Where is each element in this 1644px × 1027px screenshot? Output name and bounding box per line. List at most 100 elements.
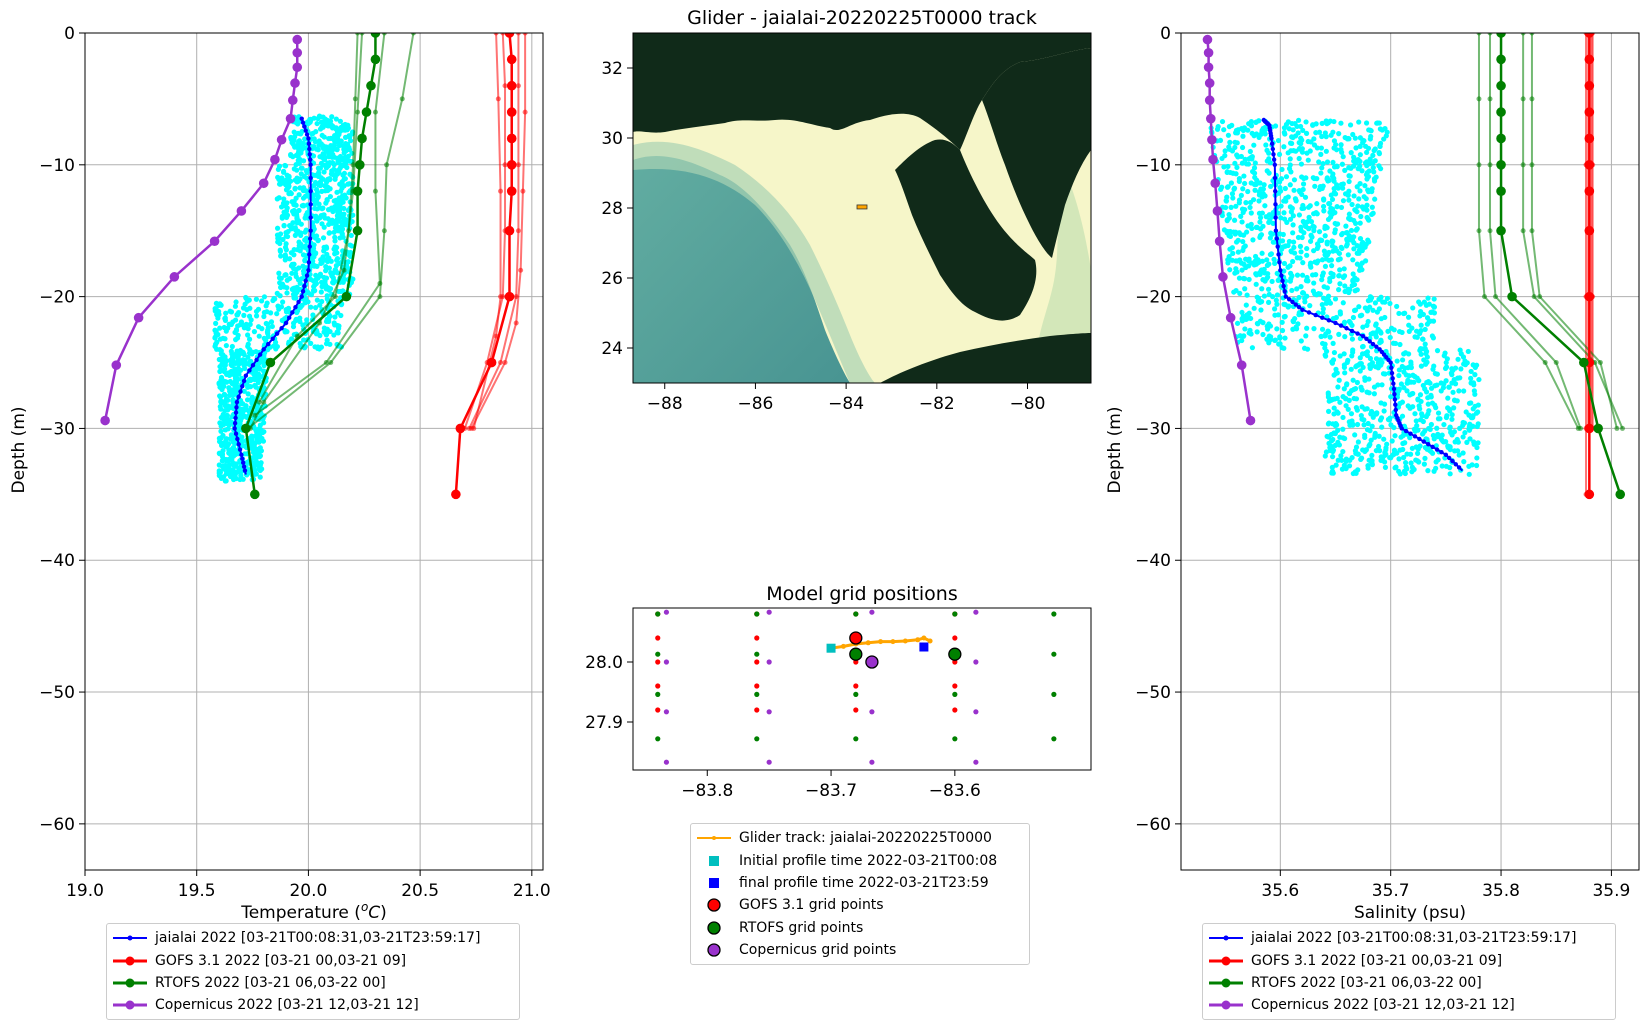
salt-glider-scatter-point bbox=[1421, 299, 1427, 305]
salt-glider-scatter-point bbox=[1233, 266, 1239, 272]
salt-glider-scatter-point bbox=[1353, 386, 1359, 392]
salt-glider-scatter-point bbox=[1291, 177, 1298, 183]
salt-glider-scatter-point bbox=[1363, 447, 1369, 453]
temp-glider-scatter-point bbox=[282, 163, 289, 169]
salt-glider-scatter-point bbox=[1291, 250, 1298, 256]
salt-glider-scatter-point bbox=[1354, 379, 1360, 386]
salt-glider-scatter-point bbox=[1316, 186, 1323, 193]
salt-glider-scatter-point bbox=[1364, 427, 1371, 433]
temp-series-point bbox=[241, 378, 247, 384]
temp-ensemble-point bbox=[372, 188, 378, 194]
temp-glider-scatter-point bbox=[214, 339, 220, 345]
salt-glider-scatter-point bbox=[1365, 465, 1371, 471]
salt-glider-scatter-point bbox=[1240, 247, 1246, 253]
temp-glider-scatter-point bbox=[335, 330, 341, 336]
salt-glider-scatter-point bbox=[1219, 118, 1226, 125]
salt-glider-scatter-point bbox=[1416, 459, 1422, 465]
salt-glider-scatter-point bbox=[1266, 333, 1272, 339]
salt-ensemble-line bbox=[1522, 33, 1624, 429]
salt-glider-scatter-point bbox=[1470, 423, 1476, 429]
salt-glider-scatter-point bbox=[1405, 314, 1412, 320]
salt-series-point bbox=[1300, 307, 1305, 313]
salt-glider-scatter-point bbox=[1306, 225, 1312, 232]
salt-series-point bbox=[1273, 188, 1278, 194]
salt-glider-scatter-point bbox=[1466, 400, 1473, 406]
legend-line-icon-blue bbox=[1209, 935, 1243, 941]
salt-glider-scatter-point bbox=[1324, 175, 1330, 181]
salt-glider-scatter-point bbox=[1412, 411, 1418, 417]
salt-glider-scatter-point bbox=[1260, 320, 1266, 326]
temp-glider-scatter-point bbox=[213, 320, 219, 326]
salt-glider-scatter-point bbox=[1301, 220, 1307, 226]
salt-glider-scatter-point bbox=[1461, 361, 1467, 367]
salt-glider-scatter-point bbox=[1407, 435, 1413, 441]
temp-series-point bbox=[306, 136, 311, 141]
salt-glider-scatter-point bbox=[1451, 405, 1457, 411]
salt-glider-scatter-point bbox=[1391, 424, 1397, 431]
salt-glider-scatter-point bbox=[1304, 245, 1310, 252]
salt-ensemble-point bbox=[1487, 33, 1493, 36]
temp-glider-scatter-point bbox=[245, 384, 251, 390]
salt-glider-scatter-point bbox=[1246, 310, 1252, 316]
salt-series-point bbox=[1218, 272, 1228, 282]
salt-xtick-label: 35.7 bbox=[1372, 881, 1410, 901]
temp-glider-scatter-point bbox=[256, 439, 262, 445]
salt-glider-scatter-point bbox=[1296, 294, 1302, 301]
salt-glider-scatter-point bbox=[1382, 464, 1389, 470]
temp-glider-scatter-point bbox=[311, 242, 317, 248]
temp-series-point bbox=[308, 157, 313, 162]
temp-glider-scatter-point bbox=[316, 201, 322, 207]
legend-label: Glider track: jaialai-20220225T0000 bbox=[739, 830, 992, 847]
temp-glider-scatter-point bbox=[221, 391, 227, 397]
grid-model-point bbox=[952, 736, 958, 742]
salt-glider-scatter-point bbox=[1360, 137, 1366, 143]
temp-glider-scatter-point bbox=[347, 242, 353, 248]
salt-series-point bbox=[1367, 339, 1372, 344]
salt-glider-scatter-point bbox=[1341, 386, 1347, 392]
temp-glider-scatter-point bbox=[251, 425, 258, 431]
right-legend-item-rtofs: RTOFS 2022 [03-21 06,03-22 00] bbox=[1209, 972, 1609, 994]
temp-glider-scatter-point bbox=[312, 305, 319, 311]
temp-series-point bbox=[235, 436, 240, 442]
temp-glider-scatter-point bbox=[326, 135, 332, 142]
salt-glider-scatter-point bbox=[1365, 216, 1371, 222]
salt-glider-scatter-point bbox=[1256, 198, 1262, 204]
salt-glider-scatter-point bbox=[1322, 341, 1328, 347]
temp-glider-scatter-point bbox=[314, 120, 320, 127]
temp-glider-scatter-point bbox=[328, 270, 334, 276]
temp-glider-scatter-point bbox=[312, 205, 318, 212]
grid-model-point bbox=[663, 709, 670, 715]
temp-ensemble-point bbox=[522, 33, 528, 36]
salt-glider-scatter-point bbox=[1365, 187, 1371, 193]
salt-glider-scatter-point bbox=[1364, 159, 1370, 165]
temp-xtick-label: 19.0 bbox=[66, 881, 104, 901]
temp-glider-scatter-point bbox=[334, 147, 340, 153]
grid-model-point bbox=[1051, 651, 1057, 657]
temp-glider-scatter-point bbox=[289, 270, 295, 276]
temp-glider-scatter-point bbox=[232, 375, 239, 381]
salt-glider-scatter-point bbox=[1416, 299, 1422, 305]
temp-glider-scatter-point bbox=[347, 138, 354, 144]
salt-glider-scatter-point bbox=[1378, 316, 1384, 322]
salt-glider-scatter-point bbox=[1334, 248, 1340, 254]
salt-glider-scatter-point bbox=[1311, 228, 1317, 234]
salt-glider-scatter-point bbox=[1348, 411, 1355, 417]
salt-glider-scatter-point bbox=[1298, 161, 1305, 167]
salt-ensemble-point bbox=[1487, 228, 1493, 234]
temp-series-point bbox=[236, 394, 241, 399]
right-legend-item-copernicus: Copernicus 2022 [03-21 12,03-21 12] bbox=[1209, 994, 1609, 1016]
temp-glider-scatter-point bbox=[246, 336, 253, 342]
grid-model-point bbox=[853, 611, 859, 617]
temp-series-point bbox=[292, 34, 303, 45]
salt-glider-scatter-point bbox=[1331, 349, 1338, 356]
salt-glider-scatter-point bbox=[1404, 451, 1410, 457]
salt-series-point bbox=[1286, 297, 1292, 302]
temp-glider-scatter-point bbox=[232, 451, 239, 458]
salt-glider-scatter-point bbox=[1342, 167, 1348, 173]
temp-series-point bbox=[279, 326, 284, 331]
temp-glider-scatter-point bbox=[279, 175, 285, 181]
salt-glider-scatter-point bbox=[1382, 299, 1388, 305]
temp-ensemble-point bbox=[359, 33, 365, 36]
temp-glider-scatter-point bbox=[220, 411, 226, 418]
temp-series-point bbox=[307, 152, 312, 157]
